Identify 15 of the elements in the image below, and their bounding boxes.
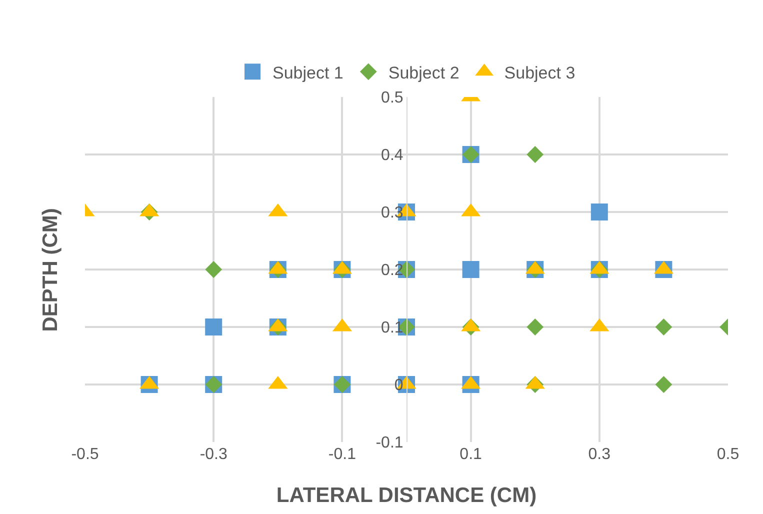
x-tick-label: -0.3 (200, 446, 228, 463)
x-axis-title: LATERAL DISTANCE (CM) (276, 484, 537, 508)
x-tick-label: -0.1 (328, 446, 356, 463)
y-tick-label: -0.1 (376, 434, 404, 452)
y-tick-label: 0 (394, 377, 404, 394)
x-tick-label: 0.3 (588, 446, 611, 463)
x-tick-label: 0.1 (460, 446, 482, 463)
y-axis-title: DEPTH (CM) (38, 208, 62, 332)
x-tick-label: 0.5 (716, 446, 740, 463)
x-tick-label: -0.5 (71, 446, 99, 463)
y-tick-label: 0.4 (381, 147, 404, 164)
y-tick-label: 0.5 (381, 90, 404, 107)
legend-label: Subject 1 (272, 63, 344, 82)
legend-label: Subject 3 (504, 63, 576, 82)
legend-label: Subject 2 (388, 63, 460, 82)
